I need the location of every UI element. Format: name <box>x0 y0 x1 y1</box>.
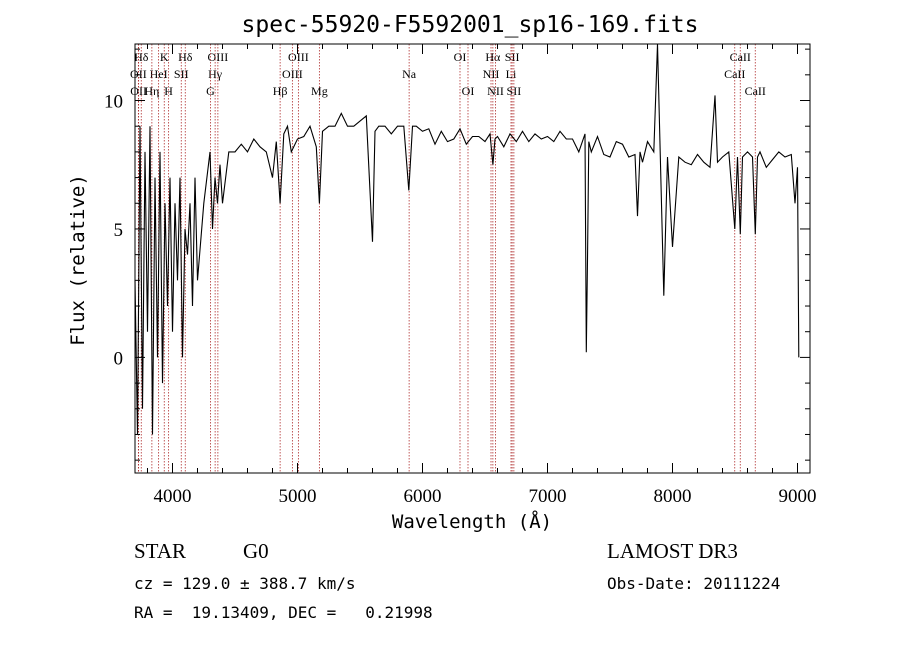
x-tick-label: 7000 <box>529 486 567 507</box>
y-tick-label: 10 <box>104 92 123 113</box>
line-id-label: OIII <box>288 50 309 64</box>
spectrum-line <box>134 43 800 435</box>
line-id-label: CaII <box>724 67 745 81</box>
line-id-label: OI <box>462 84 475 98</box>
x-axis-ticks: 4000 5000 6000 7000 8000 9000 <box>147 44 817 507</box>
observation-date: Obs-Date: 20111224 <box>607 574 781 593</box>
line-id-label: Li <box>506 67 517 81</box>
x-tick-label: 6000 <box>404 486 442 507</box>
line-id-label: Hα <box>485 50 501 64</box>
y-tick-label: 5 <box>114 220 124 241</box>
x-tick-label: 9000 <box>779 486 817 507</box>
y-axis-ticks: 0 5 10 <box>104 48 810 461</box>
y-axis-label: Flux (relative) <box>67 174 89 346</box>
x-axis-label: Wavelength (Å) <box>392 510 552 533</box>
y-tick-label: 0 <box>114 348 124 369</box>
line-id-label: OII <box>130 84 147 98</box>
line-id-label: SII <box>507 84 522 98</box>
redshift-velocity: cz = 129.0 ± 388.7 km/s <box>134 574 356 593</box>
line-id-label: Hη <box>144 84 159 98</box>
line-id-label: CaII <box>730 50 751 64</box>
survey-name: LAMOST DR3 <box>607 539 738 563</box>
line-id-label: G <box>206 84 215 98</box>
x-tick-label: 4000 <box>154 486 192 507</box>
line-id-label: OIII <box>282 67 303 81</box>
line-id-label: Hγ <box>208 67 223 81</box>
line-id-label: Hδ <box>178 50 193 64</box>
line-id-label: CaII <box>745 84 766 98</box>
object-class: STAR <box>134 539 186 563</box>
line-id-label: OI <box>454 50 467 64</box>
line-id-label: SII <box>505 50 520 64</box>
line-id-label: NII <box>487 84 504 98</box>
plot-frame <box>134 43 811 474</box>
line-id-label: Na <box>402 67 417 81</box>
line-id-label: K <box>160 50 169 64</box>
line-id-label: OIII <box>208 50 229 64</box>
line-id-label: Hβ <box>273 84 288 98</box>
line-id-label: SII <box>174 67 189 81</box>
line-id-label: Mg <box>311 84 328 98</box>
line-id-label: HeI <box>150 67 168 81</box>
line-id-label: NII <box>483 67 500 81</box>
chart-title: spec-55920-F5592001_sp16-169.fits <box>242 12 699 38</box>
line-id-label: H <box>164 84 173 98</box>
x-tick-label: 8000 <box>654 486 692 507</box>
object-subclass: G0 <box>243 539 269 563</box>
coordinates: RA = 19.13409, DEC = 0.21998 <box>134 603 433 622</box>
x-tick-label: 5000 <box>279 486 317 507</box>
line-id-label: Hδ <box>134 50 149 64</box>
